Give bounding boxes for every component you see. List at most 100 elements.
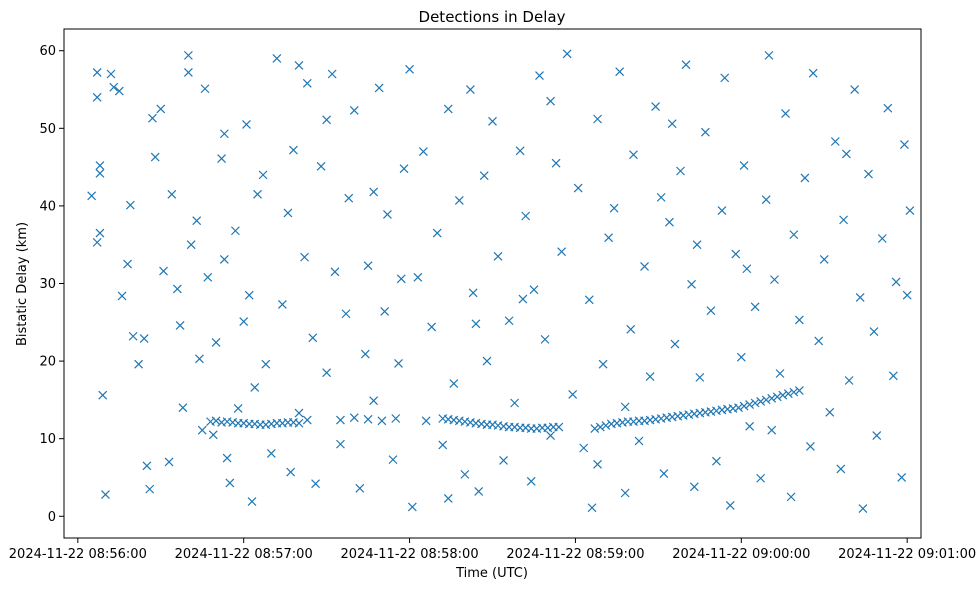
data-point [725,500,735,510]
data-point [676,166,685,176]
x-tick-label: 2024-11-22 09:00:00 [672,547,810,562]
data-point [92,68,102,77]
data-point [164,457,174,467]
data-point [407,502,417,512]
data-point [391,414,401,423]
data-point [355,483,365,493]
data-point [634,436,644,446]
data-point [178,403,188,413]
data-point [554,422,564,432]
data-point [659,469,669,479]
data-point [360,349,370,359]
data-point [148,113,157,123]
data-point [327,69,337,79]
data-point [253,189,262,199]
data-point [369,396,379,406]
data-point [687,279,696,289]
data-point [203,272,213,282]
data-point [128,331,138,341]
data-point [217,154,227,164]
data-point [219,255,229,264]
data-point [667,119,677,129]
data-point [665,217,674,227]
data-point [272,54,282,63]
data-point [775,369,785,378]
data-point [369,187,379,197]
data-point [418,147,428,157]
data-point [535,71,544,80]
data-point [449,379,459,389]
data-point [302,78,312,88]
chart-title: Detections in Delay [419,8,566,26]
data-point [277,300,287,309]
data-point [454,196,464,205]
data-point [167,189,177,199]
data-point [438,440,448,450]
data-point [568,390,578,399]
data-point [336,415,345,425]
data-point [800,173,810,183]
data-point [123,259,133,269]
data-point [106,69,116,79]
data-point [471,319,481,329]
data-point [289,145,298,155]
data-point [830,137,840,146]
data-point [460,469,470,479]
data-point [620,402,630,412]
points-layer [87,49,915,513]
data-point [593,114,602,124]
data-point [651,102,661,112]
data-point [772,392,782,402]
data-point [858,504,868,513]
data-point [656,192,666,202]
data-point [778,390,788,400]
data-point [700,127,710,137]
data-point [98,390,108,400]
data-point [645,372,655,382]
data-point [808,68,818,78]
data-point [322,368,332,378]
data-point [488,116,497,126]
data-point [839,215,849,225]
data-point [341,309,351,319]
data-point [864,169,873,179]
data-point [233,403,243,413]
data-point [869,327,879,337]
data-point [770,275,779,285]
data-point [736,352,746,362]
data-point [692,240,702,250]
data-point [396,274,406,284]
data-point [258,170,268,180]
data-point [399,164,409,174]
data-point [814,336,824,346]
data-point [383,210,392,219]
data-point [764,50,774,60]
data-point [883,103,893,113]
data-point [308,333,318,343]
data-point [242,120,251,129]
data-point [183,68,193,77]
data-point [349,413,359,423]
data-point [230,226,240,236]
data-point [261,359,271,369]
data-point [250,383,260,392]
data-point [482,356,492,366]
data-point [515,146,525,156]
data-point [609,203,619,213]
data-point [92,237,102,247]
data-point [380,307,390,316]
data-point [95,161,105,170]
data-point [142,461,152,471]
y-axis-label: Bistatic Delay (km) [15,222,30,346]
data-point [706,306,716,316]
data-point [689,482,699,492]
data-point [336,439,345,449]
data-point [587,503,597,513]
data-point [526,476,536,486]
data-point [139,334,149,344]
data-point [877,234,887,243]
data-point [322,115,332,125]
y-tick-label: 60 [39,44,56,59]
